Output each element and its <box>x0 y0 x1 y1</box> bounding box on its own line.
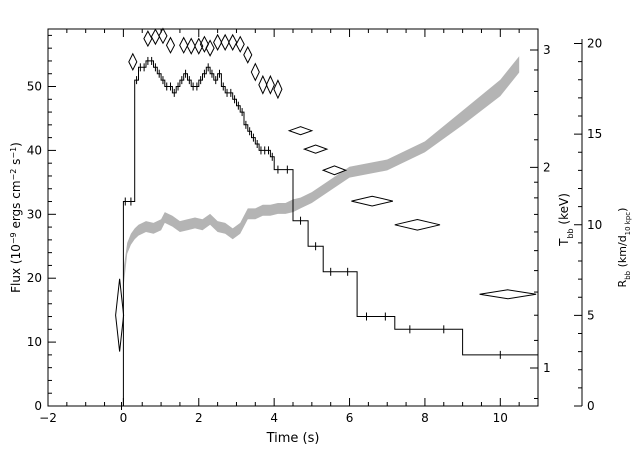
temperature-diamond <box>179 36 189 54</box>
temperature-diamond <box>228 33 238 51</box>
y-tick-label: 50 <box>27 80 42 94</box>
r-axis-label-unit-close: ) <box>616 208 629 212</box>
r-axis-label-subscript: bb <box>624 270 632 279</box>
y-axis-label-superscript: −9 <box>9 232 18 244</box>
y-axis-label-superscript: −2 <box>9 169 18 181</box>
r-axis-label-main: R <box>616 279 629 287</box>
t-axis-label-main: T <box>557 238 571 247</box>
temperature-diamond <box>479 289 537 300</box>
y-axis-label: Flux (10−9 ergs cm−2 s−1) <box>9 142 24 293</box>
temperature-diamond <box>213 33 223 51</box>
y-tick-label: 40 <box>27 143 42 157</box>
temperature-diamond <box>394 218 441 231</box>
y-tick-label: 0 <box>34 399 42 413</box>
x-tick-label: 2 <box>195 411 203 425</box>
temperature-diamond <box>128 52 138 71</box>
y-tick-label: 20 <box>27 271 42 285</box>
flux-histogram <box>119 60 538 407</box>
y-axis-label-part: ergs cm <box>9 180 23 232</box>
temperature-diamond <box>205 39 215 57</box>
y-axis-label-part: Flux (10 <box>9 244 23 293</box>
x-tick-label: 10 <box>493 411 508 425</box>
y-tick-label: 10 <box>27 335 42 349</box>
t-tick-label: 3 <box>543 43 551 57</box>
x-tick-label: −2 <box>39 411 57 425</box>
t-tick-label: 2 <box>543 160 551 174</box>
temperature-diamond <box>186 37 196 55</box>
temperature-diamond <box>194 37 204 55</box>
temperature-diamond <box>258 74 268 95</box>
plot-area <box>115 27 538 410</box>
t-axis-label-unit: (keV) <box>557 193 571 228</box>
temperature-diamond <box>321 165 348 176</box>
temperature-diamond <box>143 30 153 48</box>
x-axis-label: Time (s) <box>266 431 320 446</box>
temperature-diamond <box>351 195 393 207</box>
temperature-diamond <box>265 74 275 95</box>
x-tick-label: 8 <box>421 411 429 425</box>
temperature-diamond <box>287 126 314 136</box>
y-axis-label-part: s <box>9 159 23 169</box>
temperature-diamond <box>235 35 245 53</box>
temperature-diamond <box>243 45 253 64</box>
t-axis-label: Tbb (keV) <box>557 193 575 247</box>
r-axis-label-unit-subscript: 10 kpc <box>624 212 632 236</box>
temperature-diamond <box>302 144 329 154</box>
temperature-diamond <box>115 278 125 352</box>
x-tick-label: 0 <box>120 411 128 425</box>
temperature-diamond <box>165 36 176 54</box>
r-tick-label: 20 <box>587 37 602 51</box>
temperature-diamond <box>220 33 230 51</box>
y-axis-label-superscript: −1 <box>9 147 18 159</box>
x-tick-label: 4 <box>270 411 278 425</box>
r-axis-label: Rbb (km/d10 kpc) <box>616 208 632 288</box>
t-axis-label-subscript: bb <box>566 228 575 238</box>
temperature-diamond <box>158 27 168 45</box>
r-tick-label: 5 <box>587 308 595 322</box>
radius-band <box>123 56 520 289</box>
temperature-diamond <box>150 28 160 46</box>
temperature-diamond <box>273 79 283 100</box>
x-tick-label: 6 <box>346 411 354 425</box>
r-tick-label: 0 <box>587 399 595 413</box>
y-axis-label-part: ) <box>9 142 23 147</box>
r-axis-label-unit: (km/d <box>616 235 629 271</box>
r-tick-label: 10 <box>587 218 602 232</box>
t-tick-label: 1 <box>543 361 551 375</box>
temperature-diamond <box>250 62 260 82</box>
r-tick-label: 15 <box>587 127 602 141</box>
y-tick-label: 30 <box>27 207 42 221</box>
